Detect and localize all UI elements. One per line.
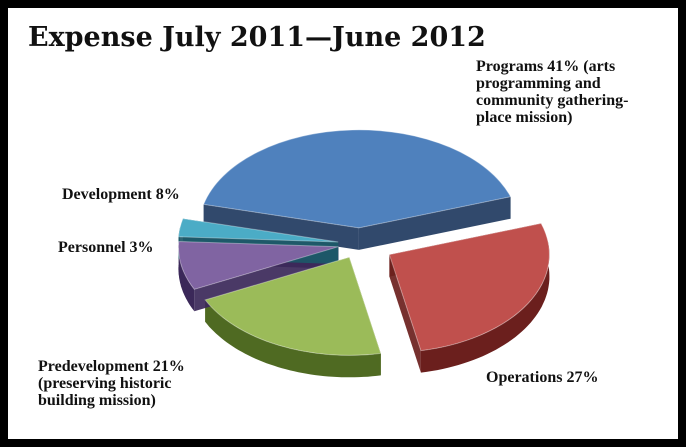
pie-cut-programs-1 [358,196,511,250]
label-personnel: Personnel 3% [58,239,154,256]
pie-cut-programs-0 [203,204,359,250]
pie-side-personnel [178,241,195,312]
chart-title: Expense July 2011—June 2012 [28,22,486,53]
pie-slice-development [177,218,339,243]
pie-slice-programs [202,129,512,229]
pie-slice-personnel [177,240,339,290]
pie-side-predevelopment [205,299,381,378]
pie-side-operations [420,240,550,373]
pie-slice-predevelopment [204,256,382,356]
pie-chart [177,129,550,378]
label-predevelopment: Predevelopment 21% (preserving historic … [38,358,185,409]
label-programs: Programs 41% (arts programming and commu… [476,58,629,126]
label-development: Development 8% [62,186,180,203]
pie-cut-operations-1 [389,254,421,373]
label-operations: Operations 27% [486,369,599,386]
pie-slice-operations [388,222,550,352]
